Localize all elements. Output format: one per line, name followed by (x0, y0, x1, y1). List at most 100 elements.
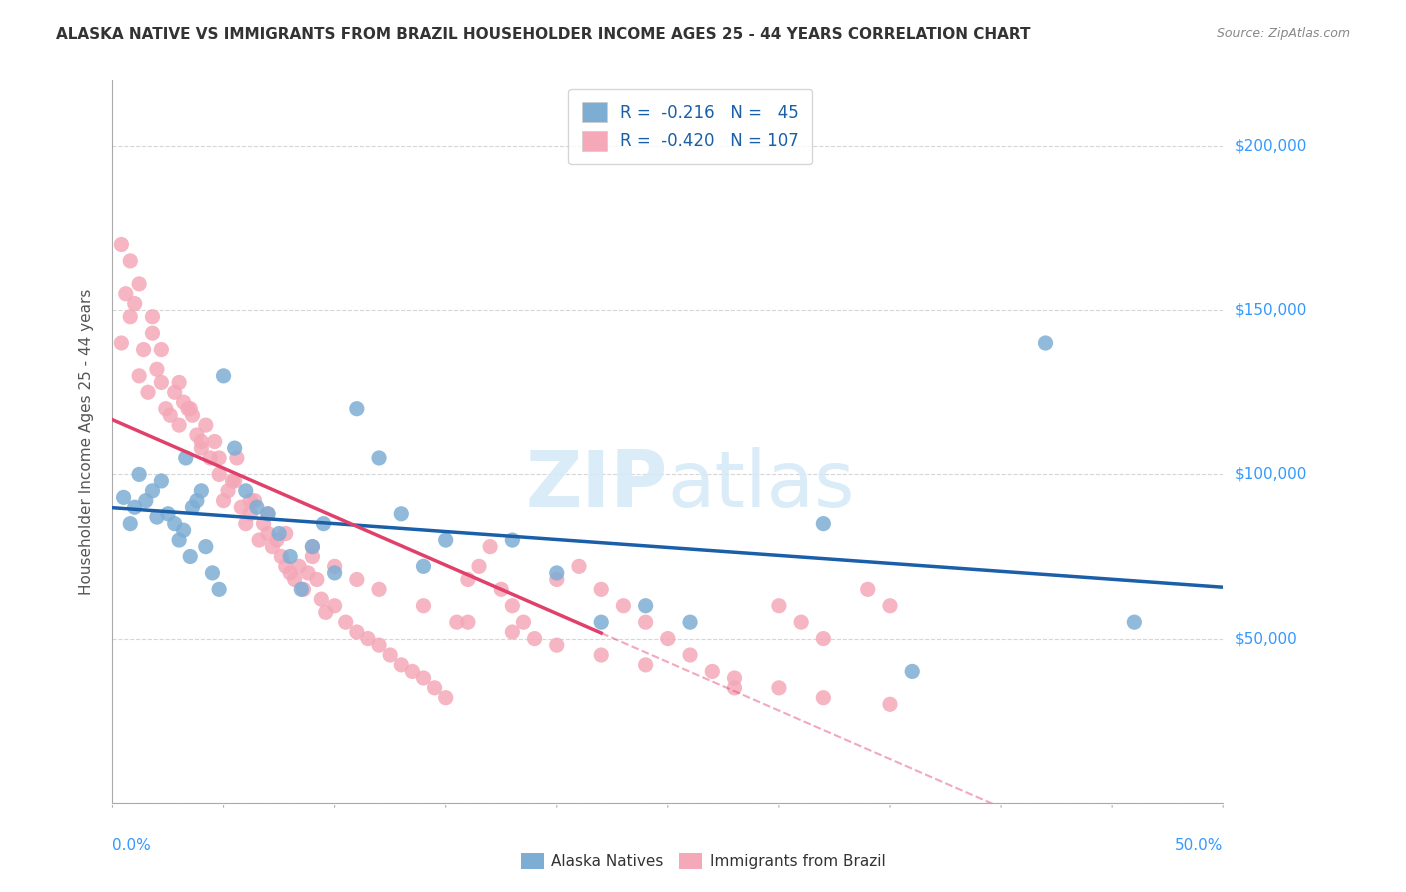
Point (224, 441, 246, 455)
Point (856, 582, 879, 597)
Point (301, 540, 323, 554)
Point (278, 566, 301, 580)
Point (702, 665, 724, 679)
Point (634, 615, 657, 630)
Point (434, 533, 457, 547)
Point (208, 450, 231, 465)
Point (225, 450, 247, 465)
Point (208, 467, 231, 482)
Point (243, 493, 266, 508)
Point (221, 474, 243, 488)
Point (163, 385, 186, 400)
Point (135, 493, 157, 508)
Point (124, 296, 146, 310)
Point (790, 615, 813, 630)
Point (194, 540, 217, 554)
Point (546, 638, 568, 652)
Point (246, 500, 269, 515)
Point (315, 605, 337, 619)
Point (591, 648, 613, 662)
Point (679, 648, 702, 662)
Point (112, 491, 135, 505)
Point (181, 500, 204, 515)
Text: 0.0%: 0.0% (112, 838, 152, 853)
Point (190, 483, 212, 498)
Point (274, 559, 297, 574)
Point (200, 450, 222, 465)
Point (155, 401, 177, 416)
Point (141, 310, 163, 324)
Point (179, 401, 201, 416)
Point (723, 681, 745, 695)
Point (813, 632, 835, 646)
Point (208, 582, 231, 597)
Point (305, 573, 328, 587)
Point (235, 516, 257, 531)
Point (457, 573, 479, 587)
Text: $200,000: $200,000 (1234, 138, 1306, 153)
Point (257, 507, 280, 521)
Point (173, 395, 195, 409)
Point (146, 362, 169, 376)
Legend: R =  -0.216   N =   45, R =  -0.420   N = 107: R = -0.216 N = 45, R = -0.420 N = 107 (568, 88, 811, 164)
Point (901, 665, 924, 679)
Point (146, 510, 169, 524)
Text: $100,000: $100,000 (1234, 467, 1306, 482)
Point (150, 376, 173, 390)
Point (128, 467, 150, 482)
Text: 50.0%: 50.0% (1175, 838, 1223, 853)
Point (120, 310, 142, 324)
Point (110, 336, 132, 351)
Point (278, 549, 301, 564)
Text: ALASKA NATIVE VS IMMIGRANTS FROM BRAZIL HOUSEHOLDER INCOME AGES 25 - 44 YEARS CO: ALASKA NATIVE VS IMMIGRANTS FROM BRAZIL … (56, 27, 1031, 42)
Y-axis label: Householder Income Ages 25 - 44 years: Householder Income Ages 25 - 44 years (79, 288, 94, 595)
Point (190, 434, 212, 449)
Point (768, 599, 790, 613)
Point (247, 533, 270, 547)
Point (267, 526, 291, 541)
Point (501, 599, 523, 613)
Point (389, 657, 412, 672)
Point (323, 559, 346, 574)
Point (457, 615, 479, 630)
Point (284, 573, 307, 587)
Point (546, 566, 568, 580)
Point (292, 582, 315, 597)
Point (288, 559, 311, 574)
Point (434, 690, 457, 705)
Point (323, 566, 346, 580)
Point (323, 599, 346, 613)
Point (311, 592, 333, 607)
Point (120, 516, 142, 531)
Point (368, 582, 391, 597)
Point (141, 326, 163, 341)
Point (204, 434, 226, 449)
Point (239, 493, 262, 508)
Point (114, 286, 136, 301)
Point (141, 483, 163, 498)
Point (274, 526, 297, 541)
Point (266, 533, 288, 547)
Text: Source: ZipAtlas.com: Source: ZipAtlas.com (1216, 27, 1350, 40)
Point (546, 573, 568, 587)
Point (389, 507, 412, 521)
Point (335, 615, 357, 630)
Point (634, 599, 657, 613)
Point (368, 450, 391, 465)
Point (257, 526, 280, 541)
Point (181, 409, 204, 423)
Point (501, 533, 523, 547)
Point (167, 376, 190, 390)
Point (412, 671, 434, 685)
Point (252, 516, 274, 531)
Point (257, 507, 280, 521)
Point (368, 638, 391, 652)
Point (173, 523, 195, 537)
Point (167, 533, 190, 547)
Point (201, 566, 224, 580)
Point (568, 559, 591, 574)
Point (194, 418, 217, 433)
Point (167, 418, 190, 433)
Point (612, 599, 634, 613)
Point (186, 493, 208, 508)
